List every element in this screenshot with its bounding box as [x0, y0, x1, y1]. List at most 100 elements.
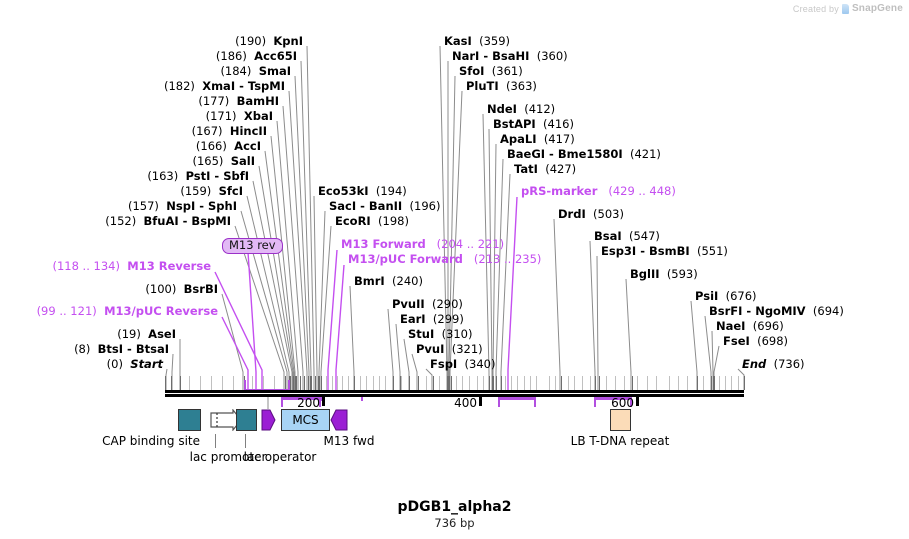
restriction-site-tick: [347, 376, 349, 390]
label-position: (676): [725, 289, 757, 303]
enzyme-label-apali: ApaLI (417): [500, 133, 575, 146]
restriction-site-tick: [496, 376, 498, 390]
feature-glyph-m13-fwd[interactable]: [330, 409, 348, 431]
label-position: (547): [628, 229, 660, 243]
feature-glyph-cap-binding-site[interactable]: [178, 409, 201, 431]
restriction-site-tick: [311, 376, 313, 390]
enzyme-label-pvui: PvuI (321): [416, 343, 483, 356]
restriction-site-tick: [530, 376, 531, 390]
enzyme-label-btsi-btsai: (8) BtsI - BtsaI: [74, 343, 169, 356]
feature-label-m13-puc-forward: M13/pUC Forward (213 .. 235): [348, 253, 541, 266]
restriction-site-tick: [408, 376, 410, 390]
feature-glyph-lac-operator[interactable]: [236, 409, 257, 431]
restriction-site-tick: [696, 376, 698, 390]
feature-label-m13-rev: M13 rev: [222, 238, 283, 254]
label-name: XmaI - TspMI: [202, 79, 285, 93]
feature-glyph-m13-rev[interactable]: [261, 409, 276, 431]
label-name: ApaLI: [500, 132, 537, 146]
ruler-label: 200: [297, 396, 320, 410]
restriction-site-tick: [595, 376, 597, 390]
label-position: (361): [491, 64, 523, 78]
restriction-site-tick: [336, 376, 338, 390]
enzyme-label-acc65i: (186) Acc65I: [216, 50, 297, 63]
restriction-site-tick: [555, 376, 557, 390]
snapgene-watermark: Created by SnapGene: [793, 3, 903, 14]
restriction-site-tick: [737, 376, 739, 390]
restriction-site-tick: [251, 376, 253, 390]
backbone-top-strand: [165, 390, 744, 393]
enzyme-label-nari-bsahi: NarI - BsaHI (360): [452, 50, 568, 63]
restriction-site-tick: [221, 376, 223, 390]
restriction-site-tick: [317, 376, 319, 390]
label-name: PvuI: [416, 342, 445, 356]
restriction-site-tick: [536, 376, 538, 390]
label-name: BsrBI: [183, 282, 218, 296]
restriction-site-tick: [326, 376, 328, 390]
label-position: (157): [128, 199, 159, 213]
enzyme-label-stui: StuI (310): [408, 328, 473, 341]
enzyme-label-eari: EarI (299): [400, 313, 464, 326]
enzyme-label-bsrfi-ngomiv: BsrFI - NgoMIV (694): [709, 305, 844, 318]
label-name: AccI: [234, 139, 261, 153]
restriction-site-tick: [482, 376, 484, 390]
enzyme-label-naei: NaeI (696): [716, 320, 784, 333]
label-position: (163): [147, 169, 179, 183]
feature-glyph-mcs[interactable]: MCS: [281, 409, 330, 431]
label-position: (429 .. 448): [608, 184, 676, 198]
label-position: (194): [375, 184, 407, 198]
enzyme-label-smai: (184) SmaI: [220, 65, 291, 78]
label-position: (177): [198, 94, 230, 108]
watermark-prefix: Created by: [792, 3, 839, 14]
enzyme-label-asei: (19) AseI: [117, 328, 176, 341]
label-position: (0): [106, 357, 123, 371]
restriction-site-tick: [476, 376, 478, 390]
label-position: (190): [235, 34, 267, 48]
restriction-site-tick: [401, 376, 402, 390]
restriction-site-tick: [500, 376, 502, 390]
enzyme-label-nspi-sphi: (157) NspI - SphI: [128, 200, 237, 213]
label-position: (359): [479, 34, 511, 48]
restriction-site-tick: [504, 376, 506, 390]
label-position: (8): [74, 342, 91, 356]
restriction-site-tick: [725, 376, 727, 390]
label-position: (196): [409, 199, 441, 213]
label-name: DrdI: [558, 207, 586, 221]
label-name: BamHI: [236, 94, 279, 108]
label-name: BglII: [630, 267, 660, 281]
label-name: PluTI: [466, 79, 499, 93]
label-position: (186): [215, 49, 247, 63]
label-position: (182): [163, 79, 195, 93]
label-name: M13/pUC Reverse: [104, 304, 218, 318]
feature-caption-lb-t-dna-repeat: LB T-DNA repeat: [570, 434, 670, 448]
restriction-site-tick: [165, 376, 166, 390]
restriction-site-tick: [560, 376, 562, 390]
restriction-site-tick: [171, 376, 173, 390]
label-position: (321): [451, 342, 483, 356]
feature-glyph-lb-t-dna-repeat[interactable]: [610, 409, 631, 431]
restriction-site-tick: [314, 376, 316, 390]
plasmid-backbone: [165, 390, 744, 397]
label-position: (118 .. 134): [52, 259, 120, 273]
label-name: NdeI: [487, 102, 517, 116]
label-name: Acc65I: [254, 49, 297, 63]
label-name: SacI - BanII: [329, 199, 403, 213]
primer-bracket: [498, 397, 536, 409]
backbone-gap: [165, 393, 744, 394]
label-name: AseI: [148, 327, 176, 341]
label-position: (593): [666, 267, 698, 281]
label-name: PsiI: [695, 289, 719, 303]
primer-bracket-end: [498, 397, 500, 407]
feature-caption-tick: [215, 434, 216, 448]
enzyme-label-pvuii: PvuII (290): [392, 298, 463, 311]
backbone-bottom-strand: [165, 394, 744, 397]
restriction-site-tick: [450, 376, 452, 390]
restriction-site-tick: [462, 376, 464, 390]
feature-caption-cap-binding-site: CAP binding site: [102, 434, 200, 448]
label-name: BaeGI - Bme1580I: [507, 147, 623, 161]
feature-caption-lac-promoter: lac promoter: [189, 450, 267, 464]
primer-bracket-bar: [594, 397, 632, 400]
enzyme-label-sfci: (159) SfcI: [180, 185, 243, 198]
feature-label-m13-puc-reverse: (99 .. 121) M13/pUC Reverse: [37, 305, 218, 318]
label-name: KasI: [444, 34, 472, 48]
enzyme-label-bstapi: BstAPI (416): [493, 118, 574, 131]
